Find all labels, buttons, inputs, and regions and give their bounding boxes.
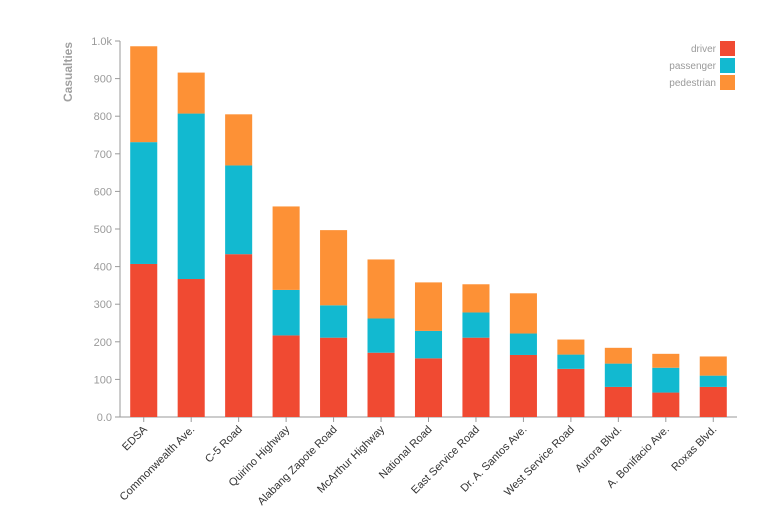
legend-swatch-driver — [720, 41, 735, 56]
bar-segment-passenger[interactable] — [414, 330, 443, 359]
legend-label-driver: driver — [691, 44, 717, 55]
bar-segment-pedestrian[interactable] — [367, 259, 395, 319]
x-tick-label: C-5 Road — [203, 424, 245, 466]
bar-segment-passenger[interactable] — [177, 113, 205, 280]
bar-segment-driver[interactable] — [320, 337, 348, 417]
y-tick-label: 1.0k — [91, 36, 112, 48]
legend-label-pedestrian: pedestrian — [669, 78, 716, 89]
x-tick-label: Aurora Blvd. — [573, 424, 624, 475]
bar-segment-driver[interactable] — [509, 354, 537, 417]
bar-segment-passenger[interactable] — [509, 333, 537, 355]
bar-segment-pedestrian[interactable] — [320, 230, 348, 306]
y-tick-label: 300 — [94, 299, 112, 311]
bar-segment-passenger[interactable] — [272, 289, 300, 336]
bar-segment-pedestrian[interactable] — [177, 72, 205, 114]
bar-segment-pedestrian[interactable] — [699, 356, 727, 376]
y-axis: 0.0 100 200 300 400 500 600 700 800 900 1.0k — [91, 36, 121, 424]
bars — [130, 46, 727, 417]
legend-swatch-passenger — [720, 58, 735, 73]
bar-segment-passenger[interactable] — [557, 354, 585, 369]
bar-segment-pedestrian[interactable] — [272, 206, 300, 290]
bar-segment-driver[interactable] — [462, 337, 490, 417]
y-axis-title: Casualties — [61, 42, 75, 102]
bar-segment-pedestrian[interactable] — [130, 46, 158, 143]
legend-swatch-pedestrian — [720, 75, 735, 90]
x-tick-label: Alabang Zapote Road — [256, 424, 340, 508]
bar-segment-driver[interactable] — [177, 279, 205, 417]
bar-segment-pedestrian[interactable] — [414, 282, 443, 331]
legend-label-passenger: passenger — [669, 61, 716, 72]
bar-segment-pedestrian[interactable] — [509, 293, 537, 334]
y-tick-label: 900 — [94, 74, 112, 86]
bar-segment-passenger[interactable] — [130, 142, 158, 264]
bar-segment-passenger[interactable] — [462, 312, 490, 338]
legend: driver passenger pedestrian — [669, 41, 735, 90]
y-tick-label: 200 — [94, 337, 112, 349]
bar-segment-driver[interactable] — [604, 386, 632, 417]
bar-segment-pedestrian[interactable] — [604, 347, 632, 364]
y-tick-label: 800 — [94, 111, 112, 123]
bar-segment-pedestrian[interactable] — [225, 114, 253, 166]
bar-segment-driver[interactable] — [367, 352, 395, 417]
bar-segment-driver[interactable] — [414, 358, 443, 417]
bar-segment-driver[interactable] — [272, 335, 300, 417]
bar-segment-passenger[interactable] — [699, 375, 727, 387]
bar-segment-driver[interactable] — [225, 254, 253, 417]
bar-segment-passenger[interactable] — [652, 367, 680, 393]
y-tick-label: 0.0 — [97, 412, 112, 424]
bar-segment-driver[interactable] — [557, 368, 585, 417]
x-tick-label: Roxas Blvd. — [669, 424, 719, 474]
bar-segment-driver[interactable] — [699, 386, 727, 417]
bar-segment-passenger[interactable] — [604, 363, 632, 387]
bar-segment-passenger[interactable] — [225, 165, 253, 255]
bar-segment-passenger[interactable] — [320, 305, 348, 338]
y-tick-label: 500 — [94, 224, 112, 236]
y-tick-label: 100 — [94, 374, 112, 386]
y-tick-label: 600 — [94, 186, 112, 198]
bar-segment-driver[interactable] — [130, 263, 158, 417]
bar-segment-pedestrian[interactable] — [652, 353, 680, 368]
bar-segment-driver[interactable] — [652, 392, 680, 417]
x-tick-label: EDSA — [120, 423, 150, 453]
bar-segment-pedestrian[interactable] — [462, 284, 490, 313]
bar-segment-pedestrian[interactable] — [557, 339, 585, 355]
bar-segment-passenger[interactable] — [367, 318, 395, 353]
y-tick-label: 400 — [94, 262, 112, 274]
y-tick-label: 700 — [94, 149, 112, 161]
